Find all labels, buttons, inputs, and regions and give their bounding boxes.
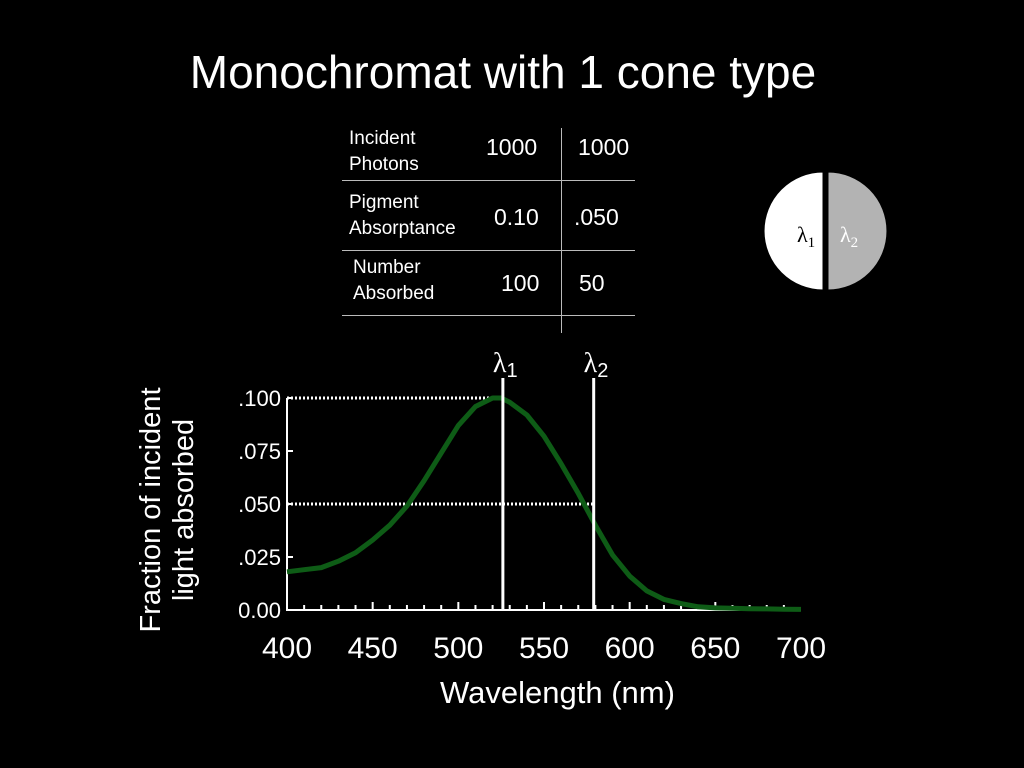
- row-label-line: Absorbed: [353, 283, 435, 304]
- y-ticks: .100 .075 .050 .025 0.00: [238, 386, 293, 623]
- number-lambda2: 50: [579, 270, 605, 296]
- row-label-pigment: Pigment Absorptance: [349, 190, 456, 242]
- row-label-line: Pigment: [349, 192, 419, 213]
- table-divider: [342, 180, 635, 181]
- row-label-incident: Incident Photons: [349, 126, 419, 178]
- x-tick-label: 450: [348, 632, 398, 665]
- slide-title: Monochromat with 1 cone type: [189, 46, 817, 98]
- table-column-divider: [561, 128, 562, 333]
- incident-lambda1: 1000: [486, 134, 538, 160]
- row-label-line: Number: [353, 257, 421, 278]
- pigment-lambda2: .050: [574, 204, 619, 230]
- x-tick-label: 500: [433, 632, 483, 665]
- y-tick-label: .100: [238, 386, 281, 411]
- x-ticks: 400 450 500 550 600 650 700: [262, 602, 826, 665]
- disk-left-half: [763, 171, 824, 291]
- row-label-number: Number Absorbed: [353, 255, 434, 307]
- y-tick-label: .050: [238, 492, 281, 517]
- split-disk: λ1 λ2: [763, 170, 888, 292]
- table-divider: [342, 250, 635, 251]
- y-axis-label: Fraction of incident light absorbed: [135, 387, 200, 633]
- row-label-line: Photons: [349, 154, 419, 175]
- y-tick-label: .075: [238, 439, 281, 464]
- row-label-line: Incident: [349, 128, 416, 149]
- disk-right-half: [827, 171, 888, 291]
- table-divider: [342, 315, 635, 316]
- guide-lines: [287, 396, 594, 506]
- wavelength-marker-label: λ2: [584, 348, 609, 382]
- x-tick-label: 700: [776, 632, 826, 665]
- x-axis-label: Wavelength (nm): [440, 675, 675, 710]
- wavelength-marker-label: λ1: [493, 348, 518, 382]
- row-label-line: Absorptance: [349, 218, 456, 239]
- absorption-curve: [286, 395, 802, 612]
- pigment-lambda1: 0.10: [494, 204, 539, 230]
- wavelength-markers: λ1 λ2: [493, 348, 609, 610]
- number-lambda1: 100: [501, 270, 540, 296]
- y-tick-label: 0.00: [238, 598, 281, 623]
- x-tick-label: 550: [519, 632, 569, 665]
- x-tick-label: 600: [605, 632, 655, 665]
- x-tick-label: 650: [690, 632, 740, 665]
- y-tick-label: .025: [238, 545, 281, 570]
- x-tick-label: 400: [262, 632, 312, 665]
- incident-lambda2: 1000: [578, 134, 630, 160]
